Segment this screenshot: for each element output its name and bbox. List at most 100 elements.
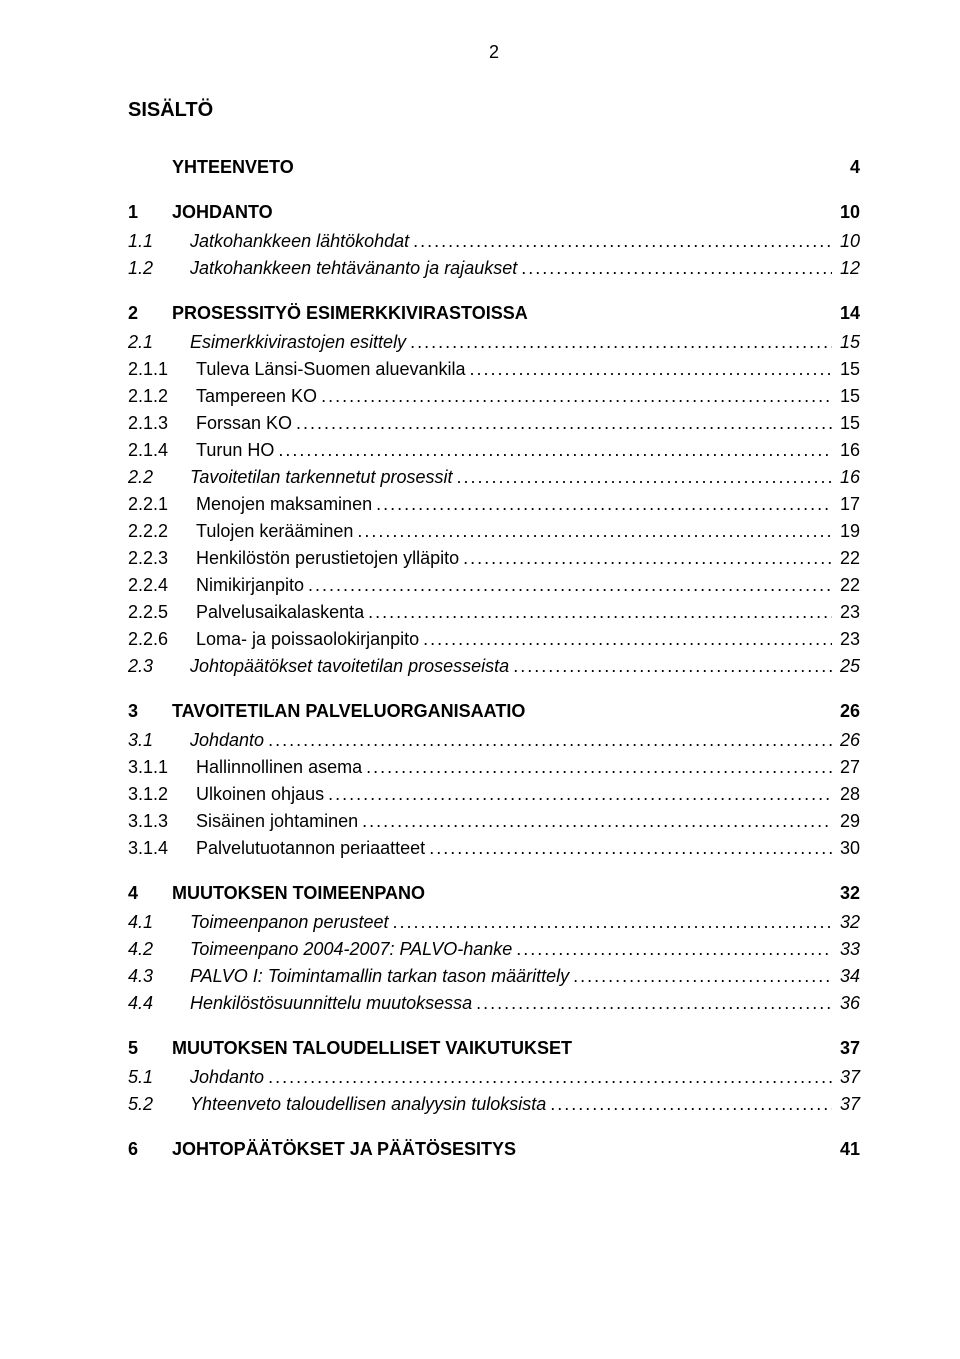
toc-entry-number: 5: [128, 1035, 172, 1062]
toc-entry-number: 3.1: [128, 727, 190, 754]
toc-entry: 5MUUTOKSEN TALOUDELLISET VAIKUTUKSET....…: [128, 1035, 860, 1062]
toc-entry-page: 25: [832, 653, 860, 680]
toc-entry-page: 15: [832, 383, 860, 410]
toc-entry-title: Palvelutuotannon periaatteet: [196, 835, 425, 862]
toc-entry: 3.1Johdanto.............................…: [128, 727, 860, 754]
toc-entry-page: 4: [832, 154, 860, 181]
toc-entry-page: 22: [832, 545, 860, 572]
toc-leader: ........................................…: [472, 990, 832, 1017]
toc-entry-number: 2.2.3: [128, 545, 196, 572]
toc-entry: 2.2.5Palvelusaikalaskenta...............…: [128, 599, 860, 626]
toc-entry: 2.2.1Menojen maksaminen.................…: [128, 491, 860, 518]
toc-entry: 2PROSESSITYÖ ESIMERKKIVIRASTOISSA.......…: [128, 300, 860, 327]
toc-entry: 5.2Yhteenveto taloudellisen analyysin tu…: [128, 1091, 860, 1118]
toc-entry-title: Tuleva Länsi-Suomen aluevankila: [196, 356, 466, 383]
toc-entry-number: 4.1: [128, 909, 190, 936]
toc-entry-title: Henkilöstösuunnittelu muutoksessa: [190, 990, 472, 1017]
toc-entry-number: 4.3: [128, 963, 190, 990]
toc-entry-page: 19: [832, 518, 860, 545]
toc-entry-page: 16: [832, 437, 860, 464]
toc-entry: YHTEENVETO..............................…: [128, 154, 860, 181]
toc-entry: 2.1.1Tuleva Länsi-Suomen aluevankila....…: [128, 356, 860, 383]
toc-entry-page: 33: [832, 936, 860, 963]
toc-entry-number: 2.2.1: [128, 491, 196, 518]
toc-block: YHTEENVETO..............................…: [128, 154, 860, 1163]
toc-entry-page: 15: [832, 329, 860, 356]
toc-entry-page: 30: [832, 835, 860, 862]
toc-entry-title: Turun HO: [196, 437, 274, 464]
toc-entry-page: 27: [832, 754, 860, 781]
toc-entry: 2.1Esimerkkivirastojen esittely.........…: [128, 329, 860, 356]
toc-entry-page: 23: [832, 599, 860, 626]
toc-entry-title: Tampereen KO: [196, 383, 317, 410]
toc-leader: ........................................…: [546, 1091, 832, 1118]
toc-entry-number: 1.2: [128, 255, 190, 282]
toc-entry-title: Nimikirjanpito: [196, 572, 304, 599]
toc-entry: 4.1Toimeenpanon perusteet...............…: [128, 909, 860, 936]
toc-entry-page: 16: [832, 464, 860, 491]
toc-entry-page: 37: [832, 1064, 860, 1091]
toc-entry: 4.2Toimeenpano 2004-2007: PALVO-hanke...…: [128, 936, 860, 963]
toc-entry-title: Johdanto: [190, 1064, 264, 1091]
toc-entry: 3.1.3Sisäinen johtaminen................…: [128, 808, 860, 835]
toc-entry-number: 2.2.4: [128, 572, 196, 599]
page: 2 SISÄLTÖ YHTEENVETO....................…: [0, 0, 960, 1359]
toc-leader: ........................................…: [459, 545, 832, 572]
toc-entry-number: 2.2.5: [128, 599, 196, 626]
toc-leader: ........................................…: [353, 518, 832, 545]
toc-leader: ........................................…: [362, 754, 832, 781]
toc-entry-title: MUUTOKSEN TALOUDELLISET VAIKUTUKSET: [172, 1035, 572, 1062]
toc-entry-number: 2.2.2: [128, 518, 196, 545]
toc-entry: 2.2.6Loma- ja poissaolokirjanpito.......…: [128, 626, 860, 653]
toc-leader: ........................................…: [517, 255, 832, 282]
toc-entry-number: 3.1.2: [128, 781, 196, 808]
toc-entry: 2.2Tavoitetilan tarkennetut prosessit...…: [128, 464, 860, 491]
toc-entry-page: 15: [832, 410, 860, 437]
toc-entry-number: 2.1: [128, 329, 190, 356]
toc-entry-title: YHTEENVETO: [172, 154, 294, 181]
toc-entry-number: 2.1.2: [128, 383, 196, 410]
toc-entry: 1JOHDANTO...............................…: [128, 199, 860, 226]
toc-entry-number: 2: [128, 300, 172, 327]
toc-entry-title: PROSESSITYÖ ESIMERKKIVIRASTOISSA: [172, 300, 528, 327]
toc-entry-number: 4: [128, 880, 172, 907]
toc-entry-page: 41: [832, 1136, 860, 1163]
toc-entry-number: 1: [128, 199, 172, 226]
toc-leader: ........................................…: [304, 572, 832, 599]
toc-entry: 4MUUTOKSEN TOIMEENPANO..................…: [128, 880, 860, 907]
toc-entry-page: 32: [832, 880, 860, 907]
toc-leader: ........................................…: [409, 228, 832, 255]
toc-entry-number: 2.2: [128, 464, 190, 491]
toc-entry-title: Johdanto: [190, 727, 264, 754]
doc-title: SISÄLTÖ: [128, 99, 860, 122]
toc-entry-title: MUUTOKSEN TOIMEENPANO: [172, 880, 425, 907]
toc-entry-title: Tavoitetilan tarkennetut prosessit: [190, 464, 453, 491]
toc-leader: ........................................…: [425, 835, 832, 862]
toc-entry-title: Menojen maksaminen: [196, 491, 372, 518]
toc-entry-page: 10: [832, 199, 860, 226]
toc-entry-page: 14: [832, 300, 860, 327]
toc-entry-page: 32: [832, 909, 860, 936]
toc-entry: 4.4Henkilöstösuunnittelu muutoksessa....…: [128, 990, 860, 1017]
toc-leader: ........................................…: [406, 329, 832, 356]
toc-leader: ........................................…: [274, 437, 832, 464]
toc-leader: ........................................…: [388, 909, 832, 936]
toc-entry: 2.1.4Turun HO...........................…: [128, 437, 860, 464]
toc-entry-page: 28: [832, 781, 860, 808]
toc-entry-page: 34: [832, 963, 860, 990]
toc-entry-title: Johtopäätökset tavoitetilan prosesseista: [190, 653, 509, 680]
toc-entry-number: 3: [128, 698, 172, 725]
toc-entry-page: 26: [832, 698, 860, 725]
toc-entry-number: 2.1.3: [128, 410, 196, 437]
toc-entry-number: 2.1.4: [128, 437, 196, 464]
toc-entry-title: Sisäinen johtaminen: [196, 808, 358, 835]
toc-entry-page: 17: [832, 491, 860, 518]
toc-leader: ........................................…: [509, 653, 832, 680]
toc-entry-page: 23: [832, 626, 860, 653]
toc-entry-page: 37: [832, 1035, 860, 1062]
toc-entry-number: 3.1.3: [128, 808, 196, 835]
toc-entry: 2.2.3Henkilöstön perustietojen ylläpito.…: [128, 545, 860, 572]
toc-entry-number: 3.1.4: [128, 835, 196, 862]
toc-entry: 2.1.2Tampereen KO.......................…: [128, 383, 860, 410]
toc-entry-number: 2.2.6: [128, 626, 196, 653]
